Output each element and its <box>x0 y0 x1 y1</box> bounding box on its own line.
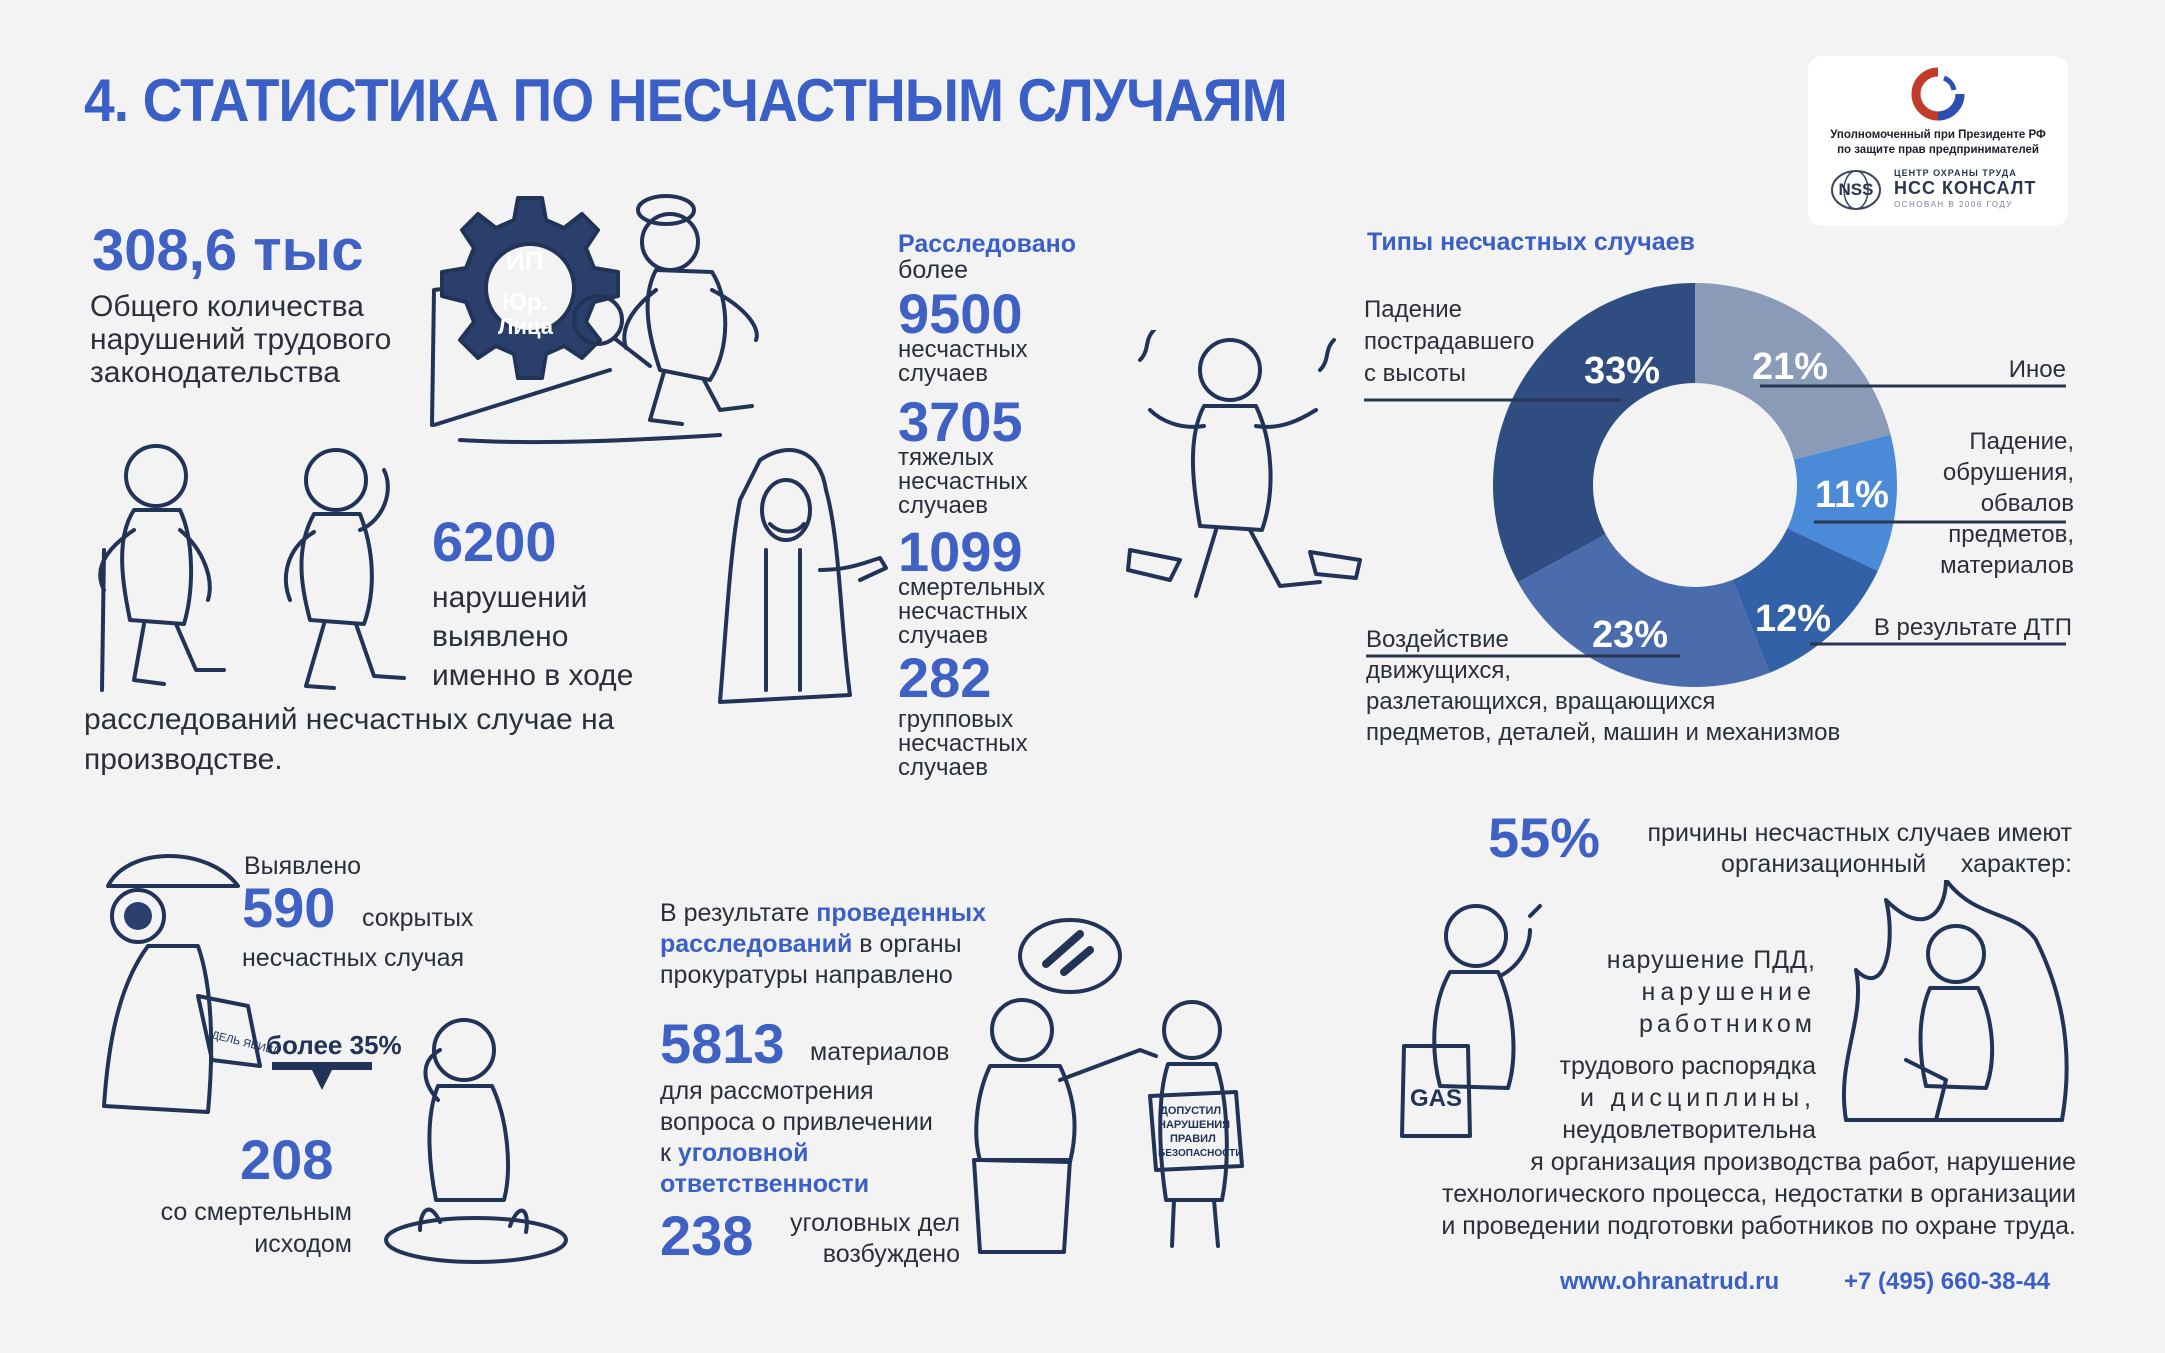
nss-sub: ЦЕНТР ОХРАНЫ ТРУДА <box>1894 168 2017 178</box>
investigated-text-2: смертельных несчастных случаев <box>898 574 1045 649</box>
hidden-line2: несчастных случая <box>242 944 465 972</box>
logo-card: Уполномоченный при Президенте РФ по защи… <box>1808 56 2068 226</box>
pct-label-objects: 11% <box>1815 474 1889 516</box>
gear-lica-label: Лица <box>498 314 554 339</box>
deaths-text: со смертельным исходом <box>160 1198 352 1258</box>
value-6200: 6200 <box>432 510 557 573</box>
prosecution-word: материалов <box>810 1038 950 1066</box>
chart-title: Типы несчастных случаев <box>1367 228 1695 256</box>
arrow-label: более 35% <box>266 1030 402 1060</box>
prosecution-value: 5813 <box>660 1012 785 1075</box>
violations-line3: законодательства <box>90 356 340 389</box>
page-title: 4. СТАТИСТИКА ПО НЕСЧАСТНЫМ СЛУЧАЯМ <box>84 67 1288 134</box>
ombudsman-logo-icon <box>1911 67 1965 121</box>
gear-inspector-illustration: ИП Юр. Лица <box>430 194 759 445</box>
investigated-heading: Расследовано <box>898 230 1076 258</box>
leader-lines <box>1364 384 2066 658</box>
sign-line2: НАРУШЕНИЯ <box>1158 1119 1230 1131</box>
detective-illustration: ДЕЛЬ ЯЕИВЛ <box>102 854 278 1114</box>
investigated-text-0: несчастных случаев <box>898 336 1028 387</box>
causes-intro: причины несчастных случаев имеют организ… <box>1647 819 2073 878</box>
hidden-word: сокрытых <box>362 904 474 932</box>
category-impact: Воздействие движущихся, разлетающихся, в… <box>1366 626 1841 746</box>
donut-slice-fall <box>1493 283 1695 583</box>
causes-value: 55% <box>1488 806 1601 869</box>
category-other: Иное <box>2008 356 2066 383</box>
hidden-label: Выявлено <box>244 852 362 880</box>
court-illustration: ДОПУСТИЛ НАРУШЕНИЯ ПРАВИЛ БЕЗОПАСНОСТИ <box>972 918 1244 1254</box>
causes-text-mid: трудового распорядка и дисциплины, неудо… <box>1559 1052 1816 1144</box>
gear-ip-label: ИП <box>506 246 543 276</box>
pct-label-fall: 33% <box>1584 350 1661 392</box>
violations-text: Общего количества нарушений трудового за… <box>90 290 391 389</box>
gas-label: GAS <box>1410 1085 1462 1112</box>
violations-value: 308,6 тыс <box>92 218 364 283</box>
text-6200-line3: именно в ходе <box>432 659 634 692</box>
category-fall: Падение пострадавшего с высоты <box>1364 296 1535 387</box>
pct-label-impact: 23% <box>1592 614 1669 656</box>
hooded-figure-illustration <box>718 448 888 704</box>
footer-phone-link[interactable]: +7 (495) 660-38-44 <box>1844 1268 2051 1295</box>
donut-slice-objects <box>1787 434 1897 572</box>
donut-slice-dtp <box>1732 528 1878 673</box>
nss-name: НСС КОНСАЛТ <box>1894 178 2037 198</box>
gear-ur-label: Юр. <box>502 289 548 316</box>
investigated-value-2: 1099 <box>898 520 1023 583</box>
sinking-worker-illustration <box>384 1018 568 1264</box>
ombudsman-line2: по защите прав предпринимателей <box>1837 144 2039 156</box>
nss-logo-icon <box>1831 170 1881 210</box>
sign-line3: ПРАВИЛ <box>1170 1133 1216 1145</box>
category-objects: Падение, обрушения, обвалов предметов, м… <box>1940 428 2074 579</box>
text-6200-line4: расследований несчастных случае на <box>84 703 615 736</box>
text-6200-line1: нарушений <box>432 581 588 614</box>
causes-text-bottom: я организация производства работ, наруше… <box>1441 1148 2076 1240</box>
pct-label-dtp: 12% <box>1755 598 1832 640</box>
pct-label-other: 21% <box>1752 346 1829 388</box>
text-6200-bottom: расследований несчастных случае на произ… <box>84 700 614 780</box>
gas-worker-illustration: GAS <box>1400 904 1542 1138</box>
investigated-value-3: 282 <box>898 646 992 709</box>
prosecution-text: для рассмотрения вопроса о привлечении к… <box>660 1077 933 1198</box>
fire-worker-illustration <box>1841 880 2069 1122</box>
text-6200: нарушений выявлено именно в ходе <box>432 578 633 695</box>
investigated-value-0: 9500 <box>898 282 1023 345</box>
prosecution-intro: В результате проведенных расследований в… <box>660 899 987 989</box>
investigated-text-1: тяжелых несчастных случаев <box>898 444 1028 519</box>
violations-line2: нарушений трудового <box>90 323 392 356</box>
sign-line1: ДОПУСТИЛ <box>1160 1105 1221 1117</box>
arrow-down-icon <box>272 1062 372 1090</box>
investigated-sub: более <box>898 256 969 284</box>
ombudsman-line1: Уполномоченный при Президенте РФ <box>1830 129 2046 141</box>
cases-value: 238 <box>660 1204 754 1267</box>
hidden-value: 590 <box>242 876 336 939</box>
donut-slice-other <box>1695 283 1891 460</box>
nss-since: ОСНОВАН В 2006 ГОДУ <box>1894 200 2014 209</box>
deaths-value: 208 <box>240 1128 334 1191</box>
text-6200-line2: выявлено <box>432 620 569 653</box>
investigated-value-1: 3705 <box>898 390 1023 453</box>
workers-illustration <box>98 444 406 692</box>
donut-chart <box>1493 283 1897 687</box>
violations-line1: Общего количества <box>90 290 364 323</box>
investigated-text-3: групповых несчастных случаев <box>898 706 1028 781</box>
category-dtp: В результате ДТП <box>1873 614 2072 641</box>
donut-slice-impact <box>1517 534 1770 687</box>
footer-website-link[interactable]: www.ohranatrud.ru <box>1560 1268 1780 1295</box>
text-6200-line5: производстве. <box>84 743 283 776</box>
cases-text: уголовных дел возбуждено <box>790 1209 960 1268</box>
causes-text-top: нарушение ПДД, нарушение работником <box>1606 946 1816 1038</box>
electrocuted-worker-illustration <box>1126 330 1362 598</box>
sign-line4: БЕЗОПАСНОСТИ <box>1158 1148 1242 1159</box>
nss-mark: NSS <box>1838 180 1874 199</box>
